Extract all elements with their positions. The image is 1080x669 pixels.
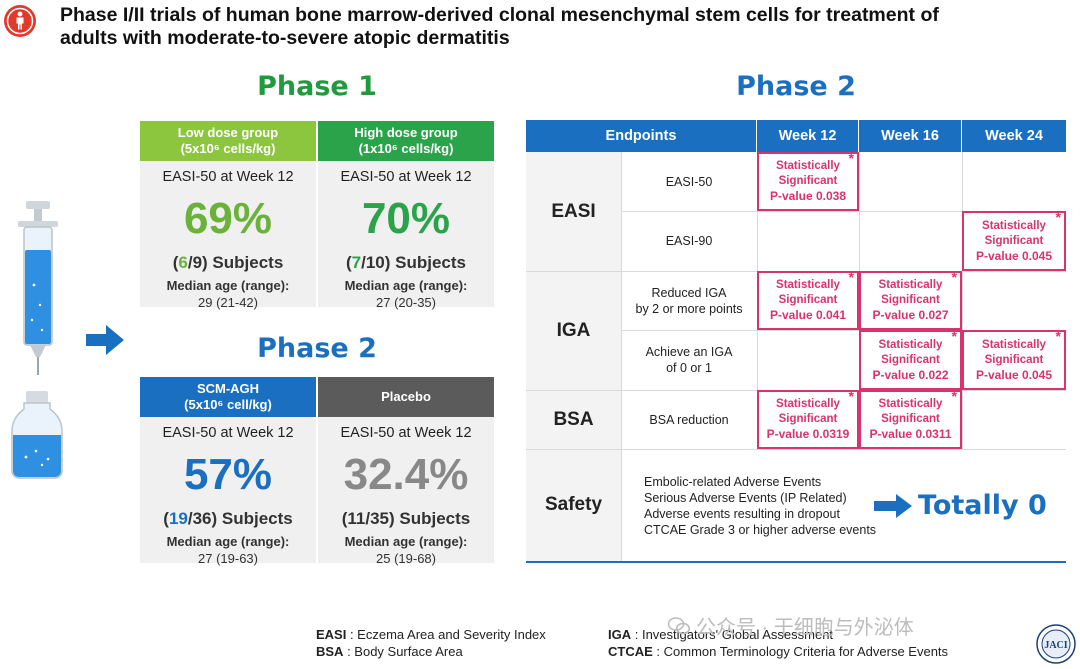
list-item: Embolic-related Adverse Events: [644, 475, 822, 489]
title-line-2: adults with moderate-to-severe atopic de…: [60, 27, 510, 49]
median-age-label: Median age (range):: [344, 278, 468, 293]
phase1-heading: Phase 1: [257, 71, 377, 102]
grid-line: [621, 211, 1066, 212]
placebo-card: Placebo EASI-50 at Week 12 32.4% (11/35)…: [318, 377, 494, 566]
stat-cell-iga-reduced-w12: * Statistically Significant P-value 0.041: [757, 270, 859, 330]
list-item: CTCAE Grade 3 or higher adverse events: [644, 523, 877, 537]
stat-cell-easi50-w12: * Statistically Significant P-value 0.038: [757, 151, 859, 211]
median-age-value: 27 (19-63): [198, 551, 258, 566]
endpoint-label: EASI-50 at Week 12: [162, 425, 294, 441]
row-easi: EASI: [526, 152, 621, 271]
low-dose-header: Low dose group (5x10⁶ cells/kg): [140, 121, 316, 161]
list-item: Adverse events resulting in dropout: [644, 507, 840, 521]
page-title: Phase I/II trials of human bone marrow-d…: [60, 4, 1060, 50]
title-line-1: Phase I/II trials of human bone marrow-d…: [60, 4, 939, 26]
group-name: High dose group: [354, 125, 458, 140]
group-dose: (1x10⁶ cells/kg): [358, 141, 454, 156]
response-percent: 70%: [361, 194, 451, 243]
median-age-label: Median age (range):: [166, 278, 290, 293]
safety-result: Totally 0: [918, 490, 1047, 521]
stat-cell-iga-achieve-w24: * Statistically Significant P-value 0.045: [962, 329, 1066, 390]
row-iga: IGA: [526, 271, 621, 390]
grid-line: [962, 152, 963, 449]
group-name: Low dose group: [177, 125, 279, 140]
phase2-endpoints-table: Endpoints Week 12 Week 16 Week 24 EASI I…: [526, 120, 1066, 564]
group-name: SCM-AGH: [196, 381, 260, 396]
footnote-ctcae: CTCAE : Common Terminology Criteria for …: [608, 644, 949, 659]
response-percent: 32.4%: [343, 450, 469, 499]
median-age-value: 27 (20-35): [376, 295, 436, 310]
endpoint-label: EASI-50 at Week 12: [340, 425, 472, 441]
footnote-easi: EASI : Eczema Area and Severity Index: [316, 627, 546, 642]
high-dose-header: High dose group (1x10⁶ cells/kg): [318, 121, 494, 161]
row-bsa: BSA: [526, 390, 621, 449]
stat-cell-easi90-w24: * Statistically Significant P-value 0.045: [962, 210, 1066, 271]
grid-line: [526, 449, 1066, 450]
group-name: Placebo: [381, 389, 431, 404]
subjects-count: (11/35) Subjects: [341, 509, 471, 528]
scm-agh-card: SCM-AGH (5x10⁶ cell/kg) EASI-50 at Week …: [140, 377, 316, 566]
median-age-value: 29 (21-42): [198, 295, 258, 310]
response-percent: 57%: [183, 450, 273, 499]
syringe-vial-illustration: [11, 201, 63, 479]
group-dose: (5x10⁶ cell/kg): [184, 397, 272, 412]
median-age-label: Median age (range):: [166, 534, 290, 549]
high-dose-card: High dose group (1x10⁶ cells/kg) EASI-50…: [318, 121, 494, 310]
footnote-iga: IGA : Investigators' Global Assessment: [608, 627, 834, 642]
placebo-header: Placebo: [318, 377, 494, 417]
jaci-seal-logo: JACI: [1036, 624, 1076, 664]
phase2-table-heading: Phase 2: [736, 71, 856, 102]
col-week12: Week 12: [757, 120, 859, 152]
subjects-count: (6/9) Subjects: [172, 253, 284, 272]
watermark-text: 公众号 · 干细胞与外泌体: [696, 617, 914, 639]
stat-cell-iga-achieve-w16: * Statistically Significant P-value 0.022: [859, 329, 962, 390]
safety-area: [621, 449, 1066, 561]
stat-cell-iga-reduced-w16: * Statistically Significant P-value 0.027: [859, 270, 962, 330]
stat-cell-bsa-w16: * Statistically Significant P-value 0.031…: [859, 389, 962, 449]
sub-iga-reduced: Reduced IGA by 2 or more points: [621, 271, 757, 330]
phase2-left-heading: Phase 2: [257, 333, 377, 364]
median-age-label: Median age (range):: [344, 534, 468, 549]
response-percent: 69%: [183, 194, 273, 243]
group-dose: (5x10⁶ cells/kg): [180, 141, 276, 156]
human-body-icon: [4, 5, 36, 37]
endpoint-label: EASI-50 at Week 12: [340, 169, 472, 185]
col-week16: Week 16: [859, 120, 962, 152]
sub-easi90: EASI-90: [621, 211, 757, 271]
sub-easi50: EASI-50: [621, 152, 757, 211]
row-safety: Safety: [526, 449, 621, 561]
scm-agh-header: SCM-AGH (5x10⁶ cell/kg): [140, 377, 316, 417]
svg-text:JACI: JACI: [1044, 640, 1067, 651]
stat-cell-bsa-w12: * Statistically Significant P-value 0.031…: [757, 389, 859, 449]
col-week24: Week 24: [962, 120, 1066, 152]
grid-line: [621, 330, 1066, 331]
arrow-right-icon: [86, 325, 124, 355]
safety-items-list: Embolic-related Adverse Events Serious A…: [644, 474, 876, 538]
table-bottom-line: [526, 561, 1066, 563]
subjects-count: (7/10) Subjects: [345, 253, 466, 272]
low-dose-card: Low dose group (5x10⁶ cells/kg) EASI-50 …: [140, 121, 316, 310]
wechat-icon: [668, 616, 690, 634]
footnote-bsa: BSA : Body Surface Area: [316, 644, 463, 659]
sub-bsa-reduction: BSA reduction: [621, 390, 757, 449]
list-item: Serious Adverse Events (IP Related): [644, 491, 847, 505]
grid-line: [621, 152, 622, 561]
col-endpoints: Endpoints: [526, 120, 757, 152]
subjects-count: (19/36) Subjects: [163, 509, 293, 528]
median-age-value: 25 (19-68): [376, 551, 436, 566]
sub-iga-achieve: Achieve an IGA of 0 or 1: [621, 330, 757, 390]
endpoint-label: EASI-50 at Week 12: [162, 169, 294, 185]
arrow-right-icon: [874, 494, 912, 518]
watermark: 公众号 · 干细胞与外泌体: [668, 611, 914, 640]
